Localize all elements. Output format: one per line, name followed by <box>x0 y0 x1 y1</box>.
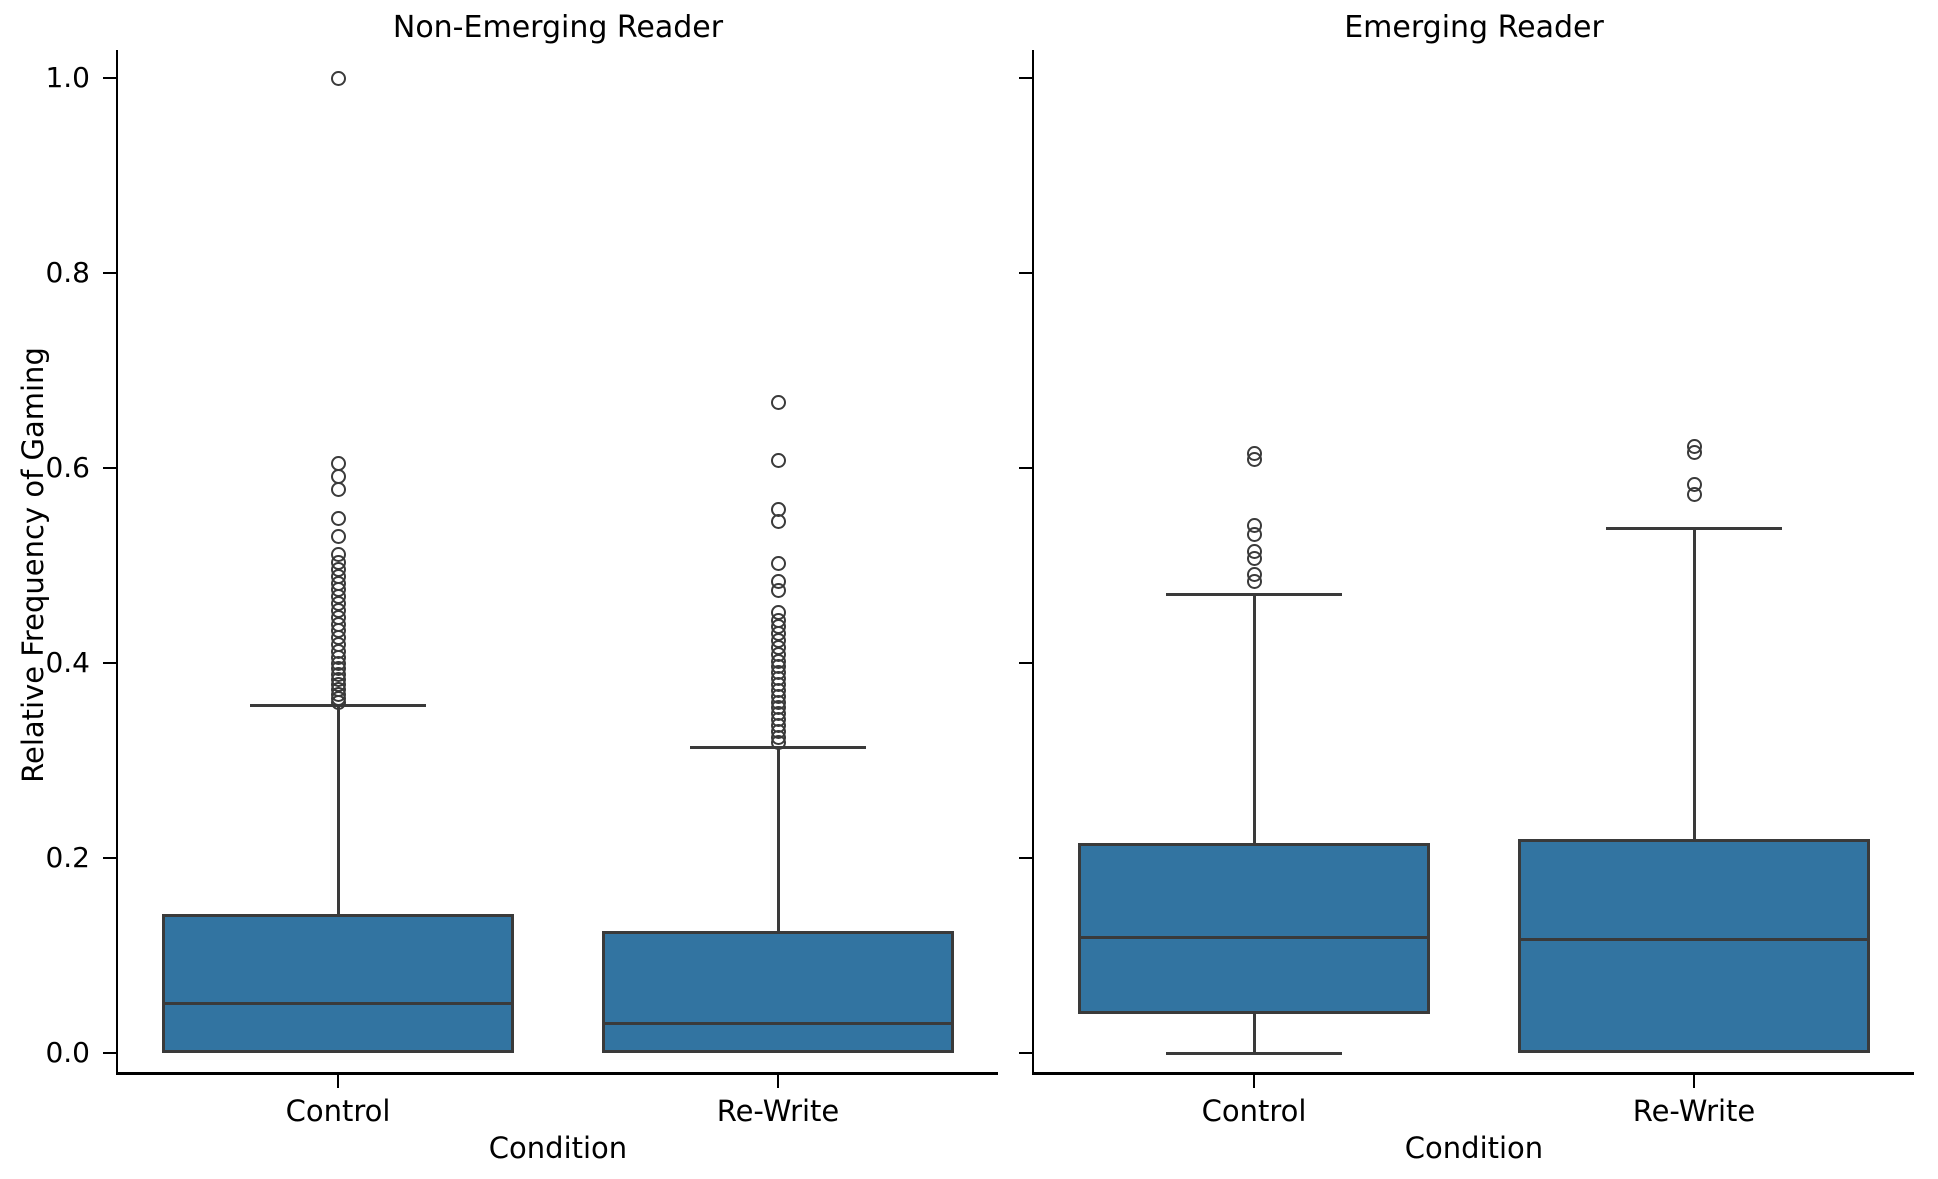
y-tick-label: 0.2 <box>45 841 90 874</box>
flier-point <box>770 452 786 468</box>
flier-point <box>770 514 786 530</box>
y-axis-spine <box>1031 50 1034 1072</box>
y-tick <box>1018 856 1032 860</box>
y-axis-spine <box>115 50 118 1072</box>
x-axis-spine <box>115 1072 998 1075</box>
median-line <box>1521 938 1867 942</box>
y-tick <box>1018 466 1032 470</box>
box <box>602 931 954 1053</box>
box <box>1518 839 1870 1053</box>
flier-point <box>1246 526 1262 542</box>
flier-point <box>770 556 786 572</box>
whisker-upper <box>336 705 340 914</box>
y-tick <box>102 856 116 860</box>
y-tick-label: 1.0 <box>45 61 90 94</box>
whisker-cap-lower <box>1166 1051 1342 1055</box>
x-axis-label-left: Condition <box>488 1131 628 1165</box>
whisker-cap-upper <box>1606 526 1782 530</box>
whisker-upper <box>1692 528 1696 840</box>
box <box>162 913 514 1053</box>
y-tick <box>102 1051 116 1055</box>
flier-point <box>1686 444 1702 460</box>
x-axis-spine <box>1031 1072 1914 1075</box>
panel-title-emerging: Emerging Reader <box>1344 10 1604 45</box>
panel-title-non-emerging: Non-Emerging Reader <box>392 10 724 45</box>
flier-point <box>770 395 786 411</box>
flier-point <box>770 583 786 599</box>
x-tick-label: Control <box>1201 1094 1307 1128</box>
flier-point <box>1246 551 1262 567</box>
whisker-lower <box>1252 1014 1256 1053</box>
y-tick-label: 0.6 <box>45 451 90 484</box>
flier-point <box>330 528 346 544</box>
y-tick <box>1018 1051 1032 1055</box>
x-tick <box>1252 1074 1256 1088</box>
flier-point <box>1246 451 1262 467</box>
y-tick-label: 0.8 <box>45 256 90 289</box>
y-tick-label: 0.4 <box>45 646 90 679</box>
y-tick <box>1018 76 1032 80</box>
flier-point <box>330 70 346 86</box>
whisker-upper <box>776 747 780 932</box>
whisker-cap-upper <box>1166 593 1342 597</box>
y-tick <box>1018 271 1032 275</box>
x-tick-label: Control <box>285 1094 391 1128</box>
box <box>1078 843 1430 1014</box>
y-axis-label: Relative Frequency of Gaming <box>16 347 50 783</box>
median-line <box>1081 936 1427 940</box>
whisker-upper <box>1252 594 1256 844</box>
y-tick <box>102 271 116 275</box>
x-tick <box>1692 1074 1696 1088</box>
x-tick-label: Re-Write <box>716 1094 840 1128</box>
y-tick <box>102 76 116 80</box>
x-tick-label: Re-Write <box>1632 1094 1756 1128</box>
flier-point <box>330 511 346 527</box>
y-tick <box>102 466 116 470</box>
flier-point <box>330 481 346 497</box>
x-tick <box>336 1074 340 1088</box>
flier-point <box>1686 486 1702 502</box>
median-line <box>165 1001 511 1005</box>
y-tick <box>102 661 116 665</box>
y-tick <box>1018 661 1032 665</box>
median-line <box>605 1022 951 1026</box>
flier-point <box>1246 573 1262 589</box>
flier-point <box>330 694 346 710</box>
y-tick-label: 0.0 <box>45 1036 90 1069</box>
x-axis-label-right: Condition <box>1404 1131 1544 1165</box>
flier-point <box>770 735 786 751</box>
x-tick <box>776 1074 780 1088</box>
